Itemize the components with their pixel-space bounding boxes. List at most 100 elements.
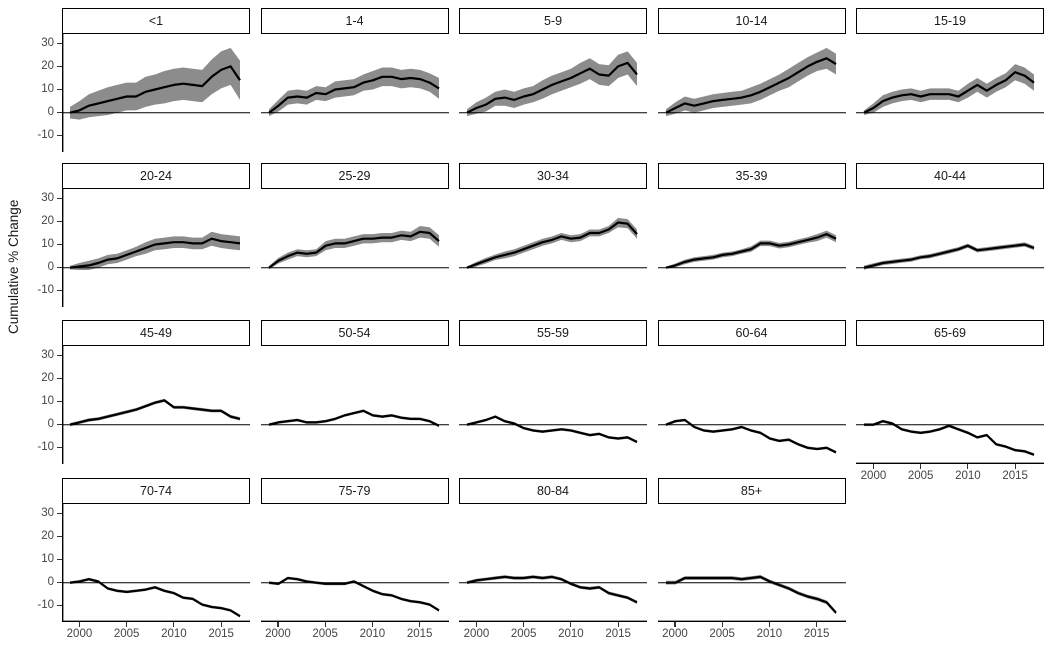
facet-panel — [61, 189, 250, 307]
facet-40-44: 40-44 — [856, 163, 1044, 307]
x-tick-mark — [126, 622, 128, 627]
facet-panel — [61, 346, 250, 464]
confidence-band — [467, 415, 637, 444]
x-tick-label: 2005 — [709, 628, 735, 640]
x-tick-mark — [721, 622, 723, 627]
y-tick-mark — [57, 354, 62, 356]
trend-line — [267, 75, 440, 114]
facet-strip: 5-9 — [459, 8, 647, 34]
facet-30-34: 30-34 — [459, 163, 647, 307]
facet-plot-area — [657, 575, 846, 623]
y-tick-mark — [57, 605, 62, 607]
trend-line — [665, 575, 837, 614]
facet-label: 10-14 — [735, 14, 768, 28]
y-tick-mark — [57, 535, 62, 537]
facet-panel — [657, 34, 846, 152]
facet-plot-area — [856, 419, 1044, 465]
y-tick-label: 10 — [41, 553, 54, 566]
x-tick-mark — [475, 622, 478, 627]
y-tick-mark — [57, 65, 62, 67]
facet-panel — [459, 34, 647, 152]
facet-65-69: 65-69 2000 2005 2010 2015 — [856, 320, 1044, 482]
x-tick-mark — [674, 622, 676, 627]
x-tick-label: 2005 — [510, 628, 537, 640]
facet-panel — [657, 189, 846, 307]
y-tick-mark — [57, 112, 62, 114]
facet-80-84: 80-84 2000 2005 2010 2015 — [459, 478, 647, 640]
facet-strip: 40-44 — [856, 163, 1044, 189]
facet-plot-area — [657, 230, 846, 269]
facet-strip: 1-4 — [260, 8, 449, 34]
y-tick-mark — [57, 377, 62, 379]
y-tick-label: 30 — [41, 506, 54, 519]
x-tick-label: 2005 — [113, 628, 140, 640]
y-tick-mark — [57, 197, 62, 199]
trend-line — [268, 409, 439, 427]
y-tick-mark — [57, 447, 62, 449]
facet-label: 30-34 — [537, 169, 569, 183]
trend-line — [69, 237, 241, 269]
y-tick-label: 20 — [41, 529, 54, 542]
confidence-band — [70, 577, 240, 618]
facet-75-79: 75-79 2000 2005 2010 2015 — [260, 478, 449, 640]
trend-line — [863, 243, 1035, 269]
facet-panel — [856, 34, 1044, 152]
x-tick-mark — [419, 622, 421, 627]
facet-strip: 20-24 — [62, 163, 250, 189]
facet-label: 55-59 — [537, 326, 569, 340]
facet-label: 25-29 — [338, 169, 371, 183]
facet-plot-area — [260, 226, 449, 270]
facet-strip: 70-74 — [62, 478, 250, 504]
facet-50-54: 50-54 — [260, 320, 449, 464]
facet-plot-area — [459, 575, 647, 623]
x-tick-label: 2010 — [359, 628, 386, 640]
x-tick-mark — [277, 622, 279, 627]
x-tick-label: 2005 — [907, 470, 934, 482]
x-tick-label: 2000 — [463, 628, 490, 640]
x-tick-mark — [872, 464, 875, 469]
facet-label: 85+ — [740, 484, 763, 498]
facet-label: 20-24 — [140, 169, 172, 183]
x-tick-label: 2000 — [66, 628, 93, 640]
facet-panel — [459, 346, 647, 464]
y-tick-mark — [57, 42, 62, 44]
facet-panel — [856, 346, 1044, 465]
confidence-band — [864, 419, 1034, 457]
y-tick-label: 10 — [41, 83, 54, 96]
x-tick-label: 2015 — [208, 628, 234, 640]
x-tick-mark — [173, 622, 175, 627]
facet-plot-area — [260, 576, 449, 623]
y-tick-mark — [57, 512, 62, 514]
x-tick-mark — [768, 622, 770, 627]
facet-plot-area — [856, 64, 1044, 115]
facet-label: 65-69 — [934, 326, 966, 340]
y-tick-label: 0 — [47, 418, 54, 431]
y-tick-label: 10 — [41, 395, 54, 408]
facet-panel — [260, 504, 449, 623]
facet-plot-area — [61, 189, 250, 307]
x-tick-mark — [371, 622, 373, 627]
facet-strip: 60-64 — [657, 320, 846, 346]
facet-panel — [260, 346, 449, 464]
facet-panel — [856, 189, 1044, 307]
trend-line — [863, 71, 1035, 114]
trend-line — [268, 576, 440, 612]
facet-panel — [61, 504, 250, 623]
facet-1-4: 1-4 — [260, 8, 449, 152]
trend-line — [69, 65, 241, 114]
facet-10-14: 10-14 — [657, 8, 846, 152]
x-tick-mark — [78, 622, 81, 627]
confidence-band — [268, 67, 439, 117]
trend-line — [466, 575, 638, 604]
facet-70-74: 70-74 30 20 10 0 -10 2000 2005 2010 2015 — [37, 478, 250, 640]
y-tick-label: 20 — [41, 59, 54, 72]
facet-plot-area — [260, 409, 449, 428]
facet-label: 40-44 — [934, 169, 966, 183]
confidence-band — [70, 231, 240, 270]
trend-line — [665, 418, 836, 454]
facet-45-49: 45-49 30 20 10 0 -10 — [37, 320, 250, 464]
x-tick-label: 2010 — [558, 628, 584, 640]
confidence-band — [467, 575, 637, 604]
facet-label: 75-79 — [338, 484, 371, 498]
trend-line — [69, 399, 241, 426]
